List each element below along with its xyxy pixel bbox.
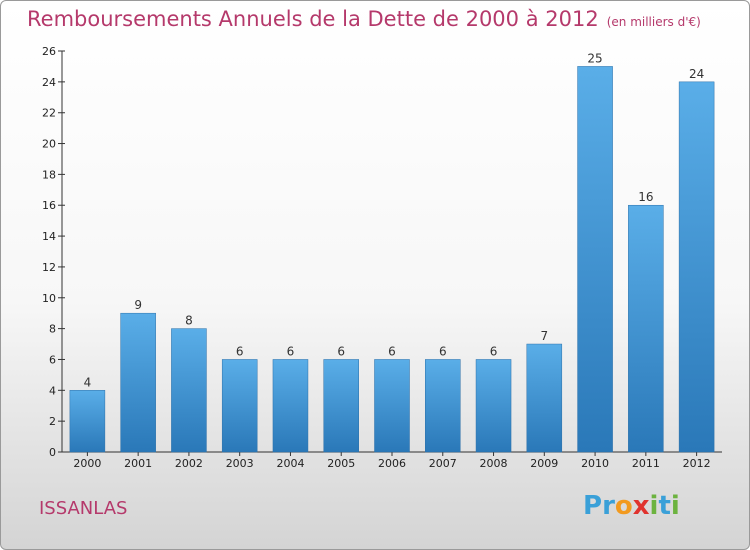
chart-title-text: Remboursements Annuels de la Dette de 20… <box>27 7 599 31</box>
x-tick-label: 2004 <box>276 457 304 470</box>
bar <box>475 359 512 453</box>
x-tick-label: 2000 <box>73 457 101 470</box>
y-tick-label: 20 <box>42 138 56 151</box>
y-tick-label: 18 <box>42 168 56 181</box>
y-tick-label: 8 <box>49 323 56 336</box>
y-tick-label: 24 <box>42 76 56 89</box>
bar <box>425 359 461 453</box>
bar <box>678 81 715 453</box>
x-tick-label: 2005 <box>327 457 355 470</box>
y-tick-label: 26 <box>42 45 56 58</box>
y-tick-label: 2 <box>49 415 56 428</box>
x-tick-label: 2002 <box>175 457 203 470</box>
y-tick-label: 0 <box>49 446 56 459</box>
bar <box>577 66 613 453</box>
bar-value-label: 24 <box>689 67 704 81</box>
y-tick-label: 10 <box>42 292 56 305</box>
x-tick-label: 2003 <box>226 457 254 470</box>
x-tick-label: 2001 <box>124 457 152 470</box>
bar-value-label: 6 <box>490 344 498 358</box>
x-tick-label: 2006 <box>378 457 406 470</box>
logo-letter: x <box>632 491 650 521</box>
bar-value-label: 6 <box>388 344 396 358</box>
x-tick-label: 2007 <box>429 457 457 470</box>
bar <box>323 359 359 453</box>
bar-value-label: 6 <box>287 344 295 358</box>
bar <box>526 343 563 453</box>
x-tick-label: 2010 <box>581 457 609 470</box>
proxiti-logo[interactable]: Proxiti <box>583 491 680 521</box>
bar <box>374 359 410 453</box>
bar-value-label: 8 <box>185 314 193 328</box>
logo-letter: i <box>670 491 680 521</box>
y-tick-label: 4 <box>49 384 56 397</box>
x-tick-label: 2009 <box>530 457 558 470</box>
bar-value-label: 6 <box>439 344 447 358</box>
logo-letter: i <box>649 491 659 521</box>
logo-letter: P <box>583 491 603 521</box>
x-tick-label: 2008 <box>480 457 508 470</box>
bar-value-label: 6 <box>236 344 244 358</box>
bar <box>171 328 207 453</box>
bar <box>69 390 106 453</box>
y-tick-label: 16 <box>42 199 56 212</box>
logo-letter: t <box>658 491 671 521</box>
bar-value-label: 9 <box>134 298 142 312</box>
y-tick-label: 22 <box>42 107 56 120</box>
bar-value-label: 7 <box>540 329 548 343</box>
y-tick-label: 6 <box>49 353 56 366</box>
chart-title: Remboursements Annuels de la Dette de 20… <box>27 7 701 31</box>
x-tick-label: 2011 <box>632 457 660 470</box>
y-tick-label: 12 <box>42 261 56 274</box>
logo-letter: r <box>602 491 615 521</box>
bar-value-label: 25 <box>587 51 602 65</box>
bar <box>221 359 258 453</box>
bar-value-label: 4 <box>84 375 92 389</box>
commune-name: ISSANLAS <box>39 498 128 519</box>
chart-unit: (en milliers d'€) <box>606 15 701 29</box>
bar <box>628 204 664 453</box>
bar <box>120 312 156 453</box>
x-tick-label: 2012 <box>683 457 711 470</box>
bar-value-label: 6 <box>337 344 345 358</box>
logo-letter: o <box>614 491 633 521</box>
y-tick-label: 14 <box>42 230 56 243</box>
bar <box>272 359 309 453</box>
bar-value-label: 16 <box>638 190 653 204</box>
